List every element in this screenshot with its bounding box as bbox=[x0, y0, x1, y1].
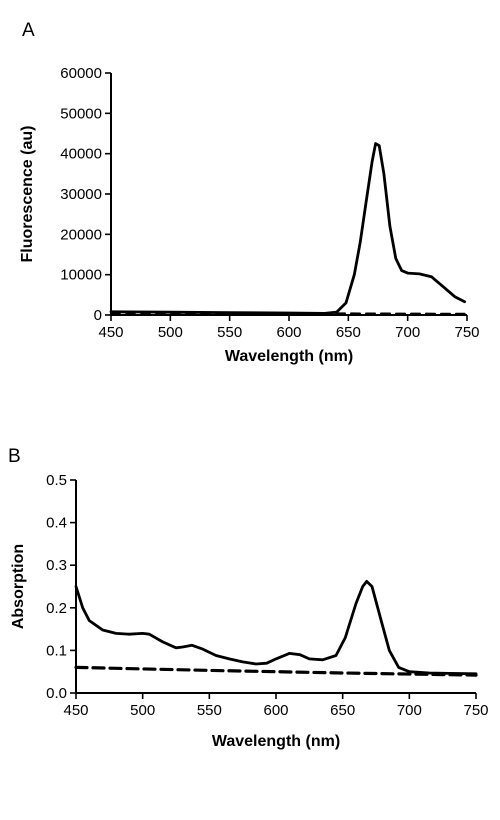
x-tick-label: 700 bbox=[395, 324, 420, 341]
y-tick-label: 0.4 bbox=[46, 515, 67, 532]
y-tick-label: 0.0 bbox=[46, 685, 67, 702]
x-tick-label: 500 bbox=[130, 702, 155, 719]
y-tick-label: 0.2 bbox=[46, 600, 67, 617]
panel-a: A 0 10000 20000 30000 40000 50000 60000 450 500 55… bbox=[19, 20, 480, 365]
y-axis-title: Absorption bbox=[10, 544, 27, 629]
y-tick-label: 30000 bbox=[60, 186, 102, 203]
panel-b: B 0.0 0.1 0.2 0.3 0.4 0.5 450 500 550 600 650 700 750… bbox=[8, 446, 489, 750]
x-tick-label: 450 bbox=[98, 324, 123, 341]
y-tick-label: 20000 bbox=[60, 226, 102, 243]
x-tick-label: 550 bbox=[217, 324, 242, 341]
x-axis-title: Wavelength (nm) bbox=[225, 348, 353, 365]
y-axis-title: Fluorescence (au) bbox=[19, 126, 36, 263]
dashed-series-line bbox=[110, 312, 466, 315]
y-tick-label: 60000 bbox=[60, 65, 102, 82]
x-tick-label: 550 bbox=[197, 702, 222, 719]
solid-series-line bbox=[109, 142, 467, 315]
y-tick-label: 0.1 bbox=[46, 642, 67, 659]
y-tick-label: 0 bbox=[94, 307, 102, 324]
x-tick-label: 650 bbox=[330, 702, 355, 719]
x-axis-title: Wavelength (nm) bbox=[212, 733, 340, 750]
x-tick-label: 500 bbox=[158, 324, 183, 341]
solid-series-line bbox=[74, 580, 478, 676]
x-tick-label: 600 bbox=[263, 702, 288, 719]
x-tick-label: 650 bbox=[336, 324, 361, 341]
y-tick-label: 50000 bbox=[60, 105, 102, 122]
y-tick-label: 10000 bbox=[60, 267, 102, 284]
panel-label: A bbox=[22, 20, 35, 41]
y-tick-label: 0.3 bbox=[46, 557, 67, 574]
y-tick-label: 40000 bbox=[60, 146, 102, 163]
x-tick-label: 750 bbox=[463, 702, 488, 719]
x-tick-label: 750 bbox=[454, 324, 479, 341]
y-tick-label: 0.5 bbox=[46, 472, 67, 489]
dashed-series-line bbox=[74, 665, 478, 677]
x-tick-label: 450 bbox=[63, 702, 88, 719]
x-tick-label: 700 bbox=[397, 702, 422, 719]
panel-label: B bbox=[8, 446, 21, 467]
x-tick-label: 600 bbox=[276, 324, 301, 341]
